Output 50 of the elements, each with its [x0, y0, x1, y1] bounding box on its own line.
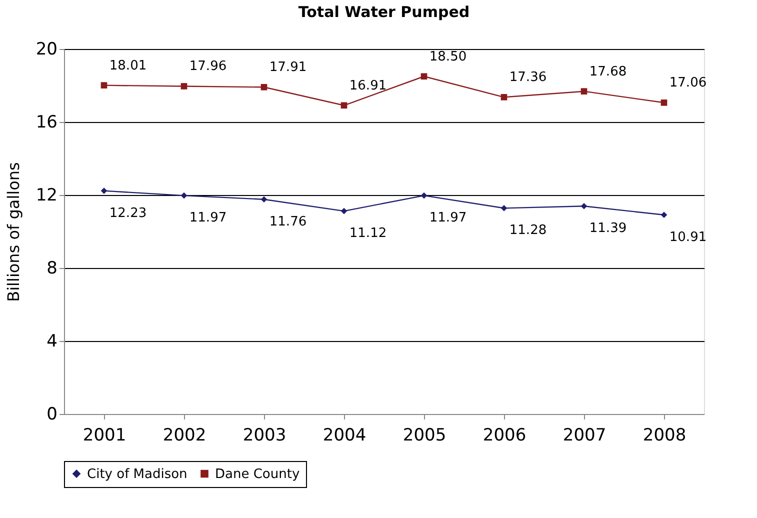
data-label: 11.97: [189, 210, 227, 226]
point: [660, 212, 668, 218]
y-tick-label: 12: [36, 186, 58, 206]
point: [340, 102, 348, 109]
point: [420, 192, 428, 199]
point: [180, 192, 188, 199]
data-label: 18.01: [109, 58, 147, 74]
data-label: 11.76: [269, 214, 307, 230]
point: [100, 188, 108, 194]
y-tick-label: 20: [36, 40, 58, 60]
point: [660, 99, 668, 106]
x-tick-label: 2002: [162, 426, 206, 446]
point: [500, 204, 508, 212]
point: [420, 73, 428, 80]
y-tick-label: 8: [46, 258, 58, 278]
data-label: 18.50: [429, 49, 467, 64]
x-tick-label: 2006: [482, 426, 526, 446]
legend-label: Dane County: [215, 466, 300, 482]
point: [260, 196, 268, 203]
data-label: 16.91: [349, 78, 387, 94]
data-label: 10.91: [669, 230, 707, 245]
x-tick-label: 2003: [242, 426, 286, 446]
data-label: 12.23: [109, 206, 147, 221]
data-label: 11.12: [349, 226, 387, 242]
y-tick-label: 16: [36, 112, 58, 132]
legend-label: City of Madison: [87, 466, 188, 482]
point: [100, 82, 108, 88]
x-tick-label: 2008: [642, 426, 686, 446]
point: [340, 208, 348, 214]
y-axis-title: Billions of gallons: [4, 162, 23, 302]
point: [580, 202, 588, 210]
data-label: 17.96: [189, 59, 227, 74]
chart-title: Total Water Pumped: [298, 3, 470, 21]
point: [260, 84, 268, 90]
data-label: 17.91: [269, 60, 307, 76]
x-tick-label: 2005: [402, 426, 446, 446]
y-tick-label: 0: [46, 404, 58, 424]
point: [500, 94, 508, 100]
y-tick-label: 4: [46, 332, 58, 352]
point: [580, 88, 588, 95]
data-label: 11.39: [589, 221, 627, 236]
x-tick-label: 2001: [82, 426, 126, 446]
x-tick-label: 2004: [322, 426, 366, 446]
data-label: 17.68: [589, 64, 627, 80]
data-label: 11.97: [429, 210, 467, 226]
data-label: 17.06: [669, 76, 707, 91]
x-tick-label: 2007: [562, 426, 606, 446]
point: [180, 83, 188, 90]
data-label: 11.28: [509, 223, 547, 238]
data-label: 17.36: [509, 70, 547, 86]
